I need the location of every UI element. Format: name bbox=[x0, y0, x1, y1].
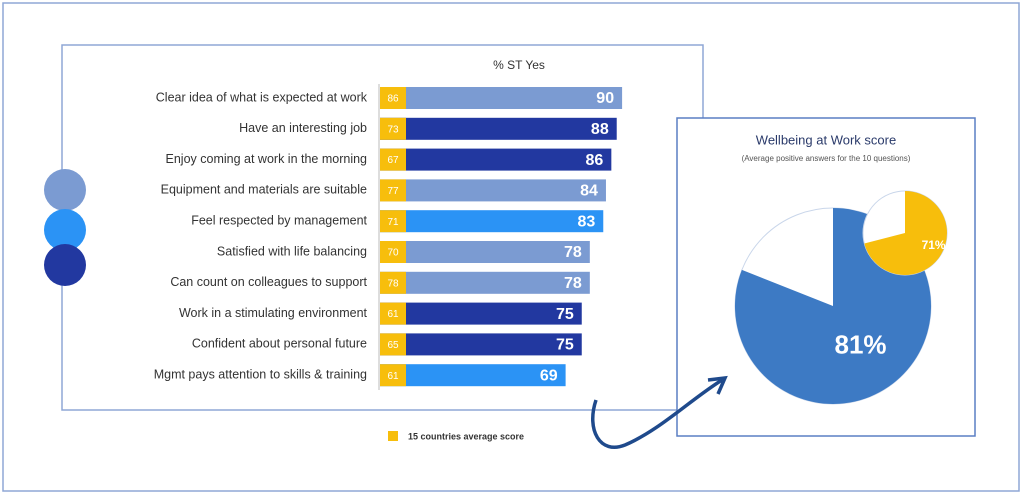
pie-title: Wellbeing at Work score bbox=[756, 132, 896, 147]
benchmark-label: 78 bbox=[387, 278, 399, 289]
legend-swatch bbox=[388, 431, 398, 441]
benchmark-box bbox=[380, 87, 406, 109]
benchmark-box bbox=[380, 333, 406, 356]
benchmark-box bbox=[380, 148, 406, 171]
category-label: Feel respected by management bbox=[191, 213, 367, 227]
bar-title: % ST Yes bbox=[493, 58, 545, 72]
bar bbox=[380, 364, 566, 387]
value-label: 83 bbox=[577, 213, 595, 230]
category-label: Equipment and materials are suitable bbox=[161, 183, 367, 197]
bar bbox=[380, 210, 604, 233]
legend-dot bbox=[44, 209, 86, 251]
benchmark-label: 70 bbox=[387, 248, 399, 259]
value-label: 86 bbox=[586, 152, 604, 169]
bar bbox=[380, 333, 582, 356]
value-label: 78 bbox=[564, 275, 582, 292]
legend-dot bbox=[44, 244, 86, 286]
benchmark-label: 61 bbox=[387, 371, 399, 382]
pie-slice bbox=[864, 191, 948, 276]
benchmark-label: 61 bbox=[387, 309, 399, 320]
bar bbox=[380, 241, 590, 263]
benchmark-label: 73 bbox=[387, 124, 399, 135]
value-label: 78 bbox=[564, 244, 582, 261]
bar bbox=[380, 271, 590, 294]
benchmark-box bbox=[380, 117, 406, 140]
category-label: Satisfied with life balancing bbox=[217, 244, 367, 258]
value-label: 75 bbox=[556, 337, 574, 354]
legend-dot bbox=[44, 169, 86, 211]
pie-value-label: 71% bbox=[922, 238, 946, 252]
arrow bbox=[591, 378, 723, 449]
value-label: 69 bbox=[540, 367, 558, 384]
benchmark-box bbox=[380, 271, 406, 294]
arrow-head bbox=[707, 375, 728, 395]
benchmark-label: 71 bbox=[387, 217, 399, 228]
bar bbox=[380, 148, 612, 171]
legend-label: 15 countries average score bbox=[408, 431, 524, 441]
benchmark-box bbox=[380, 210, 406, 233]
category-label: Can count on colleagues to support bbox=[170, 275, 367, 289]
value-label: 88 bbox=[591, 121, 609, 138]
benchmark-label: 65 bbox=[387, 340, 399, 351]
benchmark-label: 77 bbox=[387, 186, 399, 197]
category-label: Mgmt pays attention to skills & training bbox=[154, 367, 367, 381]
benchmark-label: 86 bbox=[387, 94, 399, 105]
benchmark-box bbox=[380, 179, 406, 202]
bar bbox=[380, 117, 617, 140]
category-label: Clear idea of what is expected at work bbox=[156, 90, 368, 104]
pie-subtitle: (Average positive answers for the 10 que… bbox=[742, 154, 911, 163]
benchmark-box bbox=[380, 241, 406, 263]
value-label: 75 bbox=[556, 306, 574, 323]
bar bbox=[380, 179, 606, 202]
category-label: Confident about personal future bbox=[192, 337, 367, 351]
pie-value-label: 81% bbox=[835, 329, 887, 359]
benchmark-box bbox=[380, 364, 406, 387]
category-label: Enjoy coming at work in the morning bbox=[166, 152, 368, 166]
benchmark-box bbox=[380, 302, 406, 325]
value-label: 90 bbox=[596, 90, 614, 107]
benchmark-label: 67 bbox=[387, 155, 399, 166]
bar bbox=[380, 87, 623, 109]
value-label: 84 bbox=[580, 183, 598, 200]
category-label: Work in a stimulating environment bbox=[179, 306, 368, 320]
bar bbox=[380, 302, 582, 325]
category-label: Have an interesting job bbox=[239, 121, 367, 135]
